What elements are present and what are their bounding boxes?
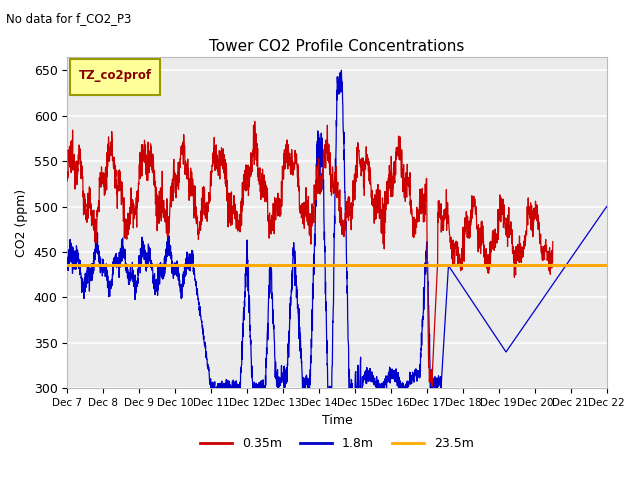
X-axis label: Time: Time: [322, 414, 353, 427]
Title: Tower CO2 Profile Concentrations: Tower CO2 Profile Concentrations: [209, 39, 465, 54]
Text: No data for f_CO2_P3: No data for f_CO2_P3: [6, 12, 132, 25]
Y-axis label: CO2 (ppm): CO2 (ppm): [15, 188, 28, 256]
Text: TZ_co2prof: TZ_co2prof: [79, 69, 152, 82]
Legend: 0.35m, 1.8m, 23.5m: 0.35m, 1.8m, 23.5m: [195, 432, 479, 455]
